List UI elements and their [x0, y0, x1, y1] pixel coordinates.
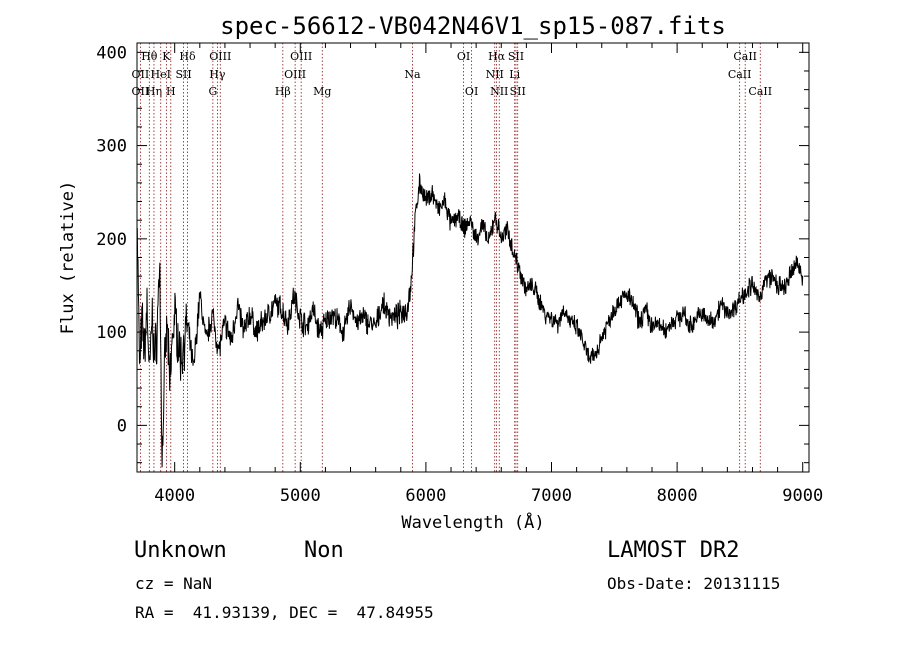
spectral-line-label: CaII: [728, 68, 752, 81]
y-axis-label: Flux (relative): [58, 181, 78, 335]
spectral-line-label: SII: [510, 85, 526, 98]
ra-dec: RA = 41.93139, DEC = 47.84955: [135, 603, 434, 622]
spectral-line-label: SII: [175, 68, 191, 81]
spectral-line-label: CaII: [733, 50, 757, 63]
x-tick-label: 9000: [782, 486, 823, 506]
spectral-line-label: Mg: [313, 85, 331, 98]
spectral-line-label: Hβ: [275, 85, 291, 98]
subclass-label: Non: [304, 538, 344, 563]
x-tick-label: 4000: [154, 486, 195, 506]
spectral-line-label: G: [208, 85, 217, 98]
spectral-line-label: OIII: [209, 50, 231, 63]
spectral-line-label: OI: [457, 50, 470, 63]
x-tick-label: 8000: [657, 486, 698, 506]
y-tick-label: 400: [96, 43, 127, 63]
cz-value: cz = NaN: [135, 574, 213, 593]
spectral-line-label: NII: [486, 68, 504, 81]
spectral-line-label: OII: [132, 68, 150, 81]
spectral-line-label: OIII: [284, 68, 306, 81]
x-axis-label: Wavelength (Å): [401, 511, 544, 533]
y-tick-label: 200: [96, 230, 127, 250]
spectral-line-label: Hδ: [179, 50, 196, 63]
spectral-line-label: NII: [490, 85, 508, 98]
spectral-line-label: OI: [465, 85, 478, 98]
spectral-line-label: SII: [508, 50, 524, 63]
spectrum-line: [136, 173, 804, 468]
x-tick-label: 7000: [531, 486, 572, 506]
spectral-line-label: H: [166, 85, 176, 98]
spectral-line-label: Hγ: [209, 68, 226, 81]
spectral-line-label: Hη: [146, 85, 162, 98]
spectral-line-label: OII: [132, 85, 150, 98]
y-tick-label: 0: [117, 416, 127, 436]
spectral-line-label: Hα: [488, 50, 506, 63]
plot-frame: [136, 42, 810, 473]
x-tick-label: 6000: [405, 486, 446, 506]
spectral-line-label: HeI: [151, 68, 171, 81]
chart-title: spec-56612-VB042N46V1_sp15-087.fits: [220, 12, 726, 40]
spectral-line-label: Li: [509, 68, 520, 81]
class-label: Unknown: [134, 538, 227, 563]
spectral-line-label: CaII: [748, 85, 772, 98]
spectral-line-label: Na: [404, 68, 421, 81]
obs-date: Obs-Date: 20131115: [607, 574, 781, 593]
spectral-line-label: Hθ: [141, 50, 158, 63]
survey-label: LAMOST DR2: [607, 538, 740, 563]
spectral-line-label: K: [162, 50, 171, 63]
y-tick-label: 300: [96, 137, 127, 157]
y-tick-label: 100: [96, 323, 127, 343]
x-tick-label: 5000: [280, 486, 321, 506]
spectral-line-label: OIII: [290, 50, 312, 63]
